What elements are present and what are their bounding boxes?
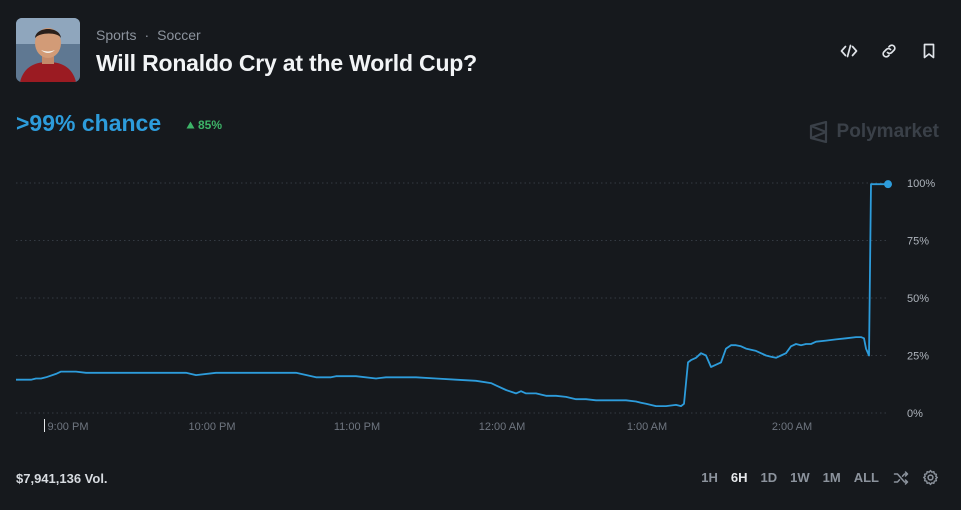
time-range-selector: 1H 6H 1D 1W 1M ALL — [701, 469, 939, 486]
market-avatar — [16, 18, 80, 82]
x-tick-label: 12:00 AM — [479, 421, 525, 433]
chart-series — [16, 180, 892, 407]
range-1m[interactable]: 1M — [822, 470, 841, 485]
y-tick-label: 25% — [907, 351, 929, 363]
range-1d[interactable]: 1D — [760, 470, 778, 485]
x-tick-label: 11:00 PM — [334, 421, 380, 433]
link-icon — [882, 44, 896, 58]
y-tick-label: 50% — [907, 293, 929, 305]
x-axis: 9:00 PM 10:00 PM 11:00 PM 12:00 AM 1:00 AM 2:… — [44, 419, 812, 433]
breadcrumb: Sports · Soccer — [96, 27, 201, 43]
shuffle-icon — [893, 470, 908, 485]
range-6h[interactable]: 6H — [730, 470, 748, 485]
volume-label: $7,941,136 Vol. — [16, 471, 108, 486]
change-value: 85% — [198, 118, 223, 132]
breadcrumb-separator: · — [144, 27, 150, 43]
range-all[interactable]: ALL — [853, 470, 879, 485]
chance-value: >99% chance — [16, 110, 162, 136]
x-tick-label: 1:00 AM — [627, 421, 667, 433]
copy-link-button[interactable] — [879, 41, 899, 61]
x-tick-label: 10:00 PM — [188, 421, 235, 433]
bookmark-icon — [923, 43, 935, 59]
y-tick-label: 0% — [907, 408, 923, 420]
series-line — [16, 183, 888, 407]
market-title: Will Ronaldo Cry at the World Cup? — [96, 50, 477, 76]
range-1w[interactable]: 1W — [790, 470, 810, 485]
y-axis: 100% 75% 50% 25% 0% — [907, 178, 935, 420]
x-tick-label: 2:00 AM — [772, 421, 812, 433]
bookmark-button[interactable] — [919, 41, 939, 61]
chart-grid — [16, 182, 888, 414]
gear-icon — [923, 469, 938, 486]
y-tick-label: 75% — [907, 236, 929, 248]
latest-point — [884, 180, 892, 189]
change-badge: 85% — [186, 118, 222, 132]
triangle-up-icon — [186, 121, 195, 129]
x-tick-label: 9:00 PM — [48, 421, 89, 433]
header-actions — [839, 41, 939, 61]
subcategory-link[interactable]: Soccer — [157, 27, 201, 43]
price-chart[interactable]: 9:00 PM 10:00 PM 11:00 PM 12:00 AM 1:00 AM 2:… — [0, 160, 961, 440]
range-1h[interactable]: 1H — [701, 470, 718, 485]
brand-name: Polymarket — [836, 121, 939, 142]
shuffle-button[interactable] — [892, 469, 909, 486]
category-link[interactable]: Sports — [96, 27, 137, 43]
settings-button[interactable] — [922, 469, 939, 486]
code-icon — [840, 44, 858, 58]
y-tick-label: 100% — [907, 178, 935, 190]
polymarket-watermark: Polymarket — [809, 121, 939, 143]
polymarket-logo-icon — [809, 121, 827, 143]
avatar-image — [16, 18, 80, 82]
embed-button[interactable] — [839, 41, 859, 61]
